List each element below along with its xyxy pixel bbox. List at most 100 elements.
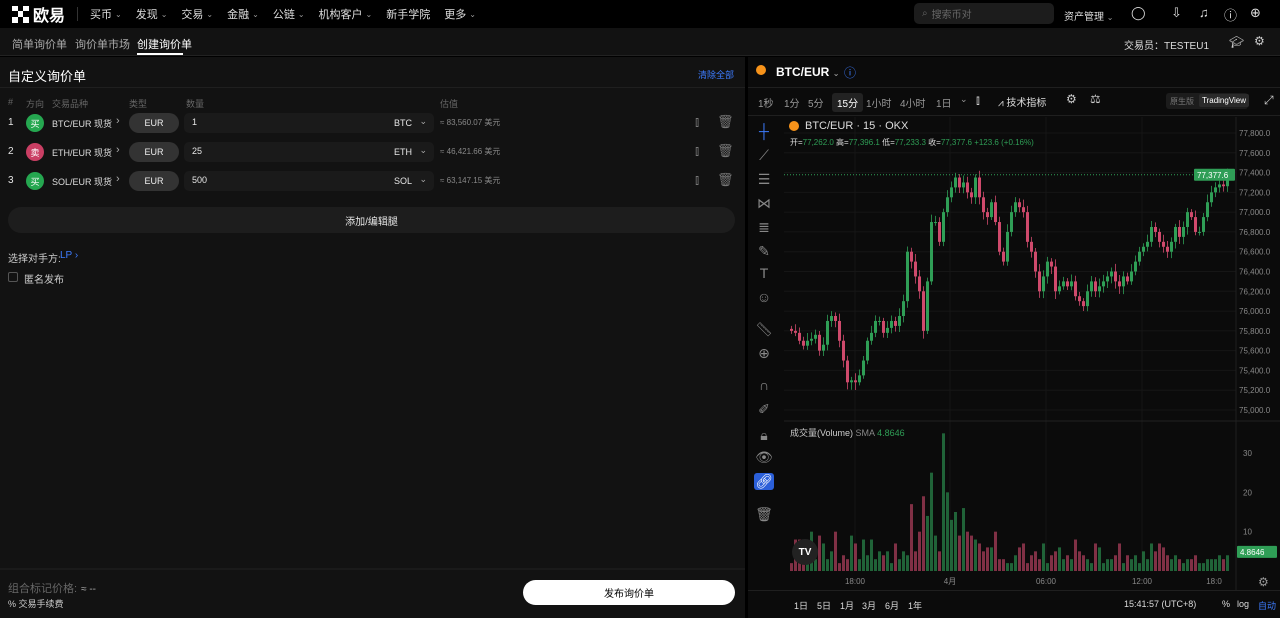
pattern-icon[interactable]: ⋈: [757, 195, 771, 211]
trash-icon[interactable]: 🗑︎: [755, 506, 773, 522]
brush-icon[interactable]: ✎: [758, 243, 770, 259]
native-mode-button[interactable]: 原生版: [1170, 97, 1194, 106]
tab-create-rfq[interactable]: 创建询价单: [137, 39, 192, 51]
unit-select[interactable]: ETH: [394, 147, 412, 157]
candle-type-icon[interactable]: ⫾: [976, 93, 980, 107]
chevron-down-icon: ⌄: [115, 9, 122, 19]
divider: [748, 115, 1280, 116]
symbol-selector[interactable]: BTC/EUR ⌄: [776, 65, 839, 79]
link-icon[interactable]: 🔗︎: [754, 473, 774, 490]
tradingview-mode-button[interactable]: TradingView: [1199, 94, 1250, 107]
nav-item[interactable]: 发现 ⌄: [136, 6, 168, 22]
tradingview-logo-icon[interactable]: TV: [792, 539, 818, 565]
info-icon[interactable]: ⓘ: [844, 66, 857, 80]
side-badge[interactable]: 卖: [26, 143, 44, 161]
clear-all-button[interactable]: 清除全部: [698, 70, 735, 80]
crosshair-icon[interactable]: ┼: [759, 123, 769, 139]
tab-simple-rfq[interactable]: 简单询价单: [12, 39, 67, 51]
tab-rfq-market[interactable]: 询价单市场: [75, 39, 130, 51]
axis-settings-icon[interactable]: ⚙: [1258, 575, 1269, 589]
magnet-icon[interactable]: ∩: [758, 377, 770, 393]
indicators-button[interactable]: ⩘ 技术指标: [998, 94, 1046, 109]
range-button[interactable]: 3月: [862, 601, 877, 611]
quantity-input[interactable]: 500 SOL ⌄: [184, 171, 434, 191]
bell-icon[interactable]: ♫: [1199, 5, 1209, 20]
candle-body: [886, 327, 889, 333]
anonymous-checkbox[interactable]: [8, 272, 18, 282]
type-select[interactable]: EUR: [129, 113, 179, 133]
counterparty-select[interactable]: LP ›: [60, 250, 79, 261]
side-badge[interactable]: 买: [26, 172, 44, 190]
candlestick-icon[interactable]: ⫾: [695, 172, 700, 187]
candle-body: [1006, 231, 1009, 262]
candle-body: [902, 301, 905, 317]
timeframe-4[interactable]: 1小时: [866, 99, 892, 110]
lock-drawing-icon[interactable]: ✐: [758, 401, 770, 417]
trash-icon[interactable]: 🗑︎: [717, 114, 734, 129]
chevron-right-icon[interactable]: ›: [116, 144, 120, 156]
timeframe-2[interactable]: 5分: [808, 99, 824, 110]
timeframe-0[interactable]: 1秒: [758, 99, 774, 110]
trash-icon[interactable]: 🗑︎: [717, 143, 734, 158]
nav-item[interactable]: 金融 ⌄: [227, 6, 259, 22]
type-select[interactable]: EUR: [129, 171, 179, 191]
chevron-right-icon[interactable]: ›: [116, 173, 120, 185]
timeframe-more-chevron-icon[interactable]: ⌄: [960, 94, 968, 104]
side-badge[interactable]: 买: [26, 114, 44, 132]
text-icon[interactable]: T: [759, 265, 769, 281]
help-icon[interactable]: ⓘ: [1224, 8, 1238, 23]
asset-management-menu[interactable]: 资产管理 ⌄: [1064, 8, 1113, 23]
nav-item[interactable]: 公链 ⌄: [273, 6, 305, 22]
add-edit-leg-button[interactable]: 添加/编辑腿: [8, 207, 735, 233]
nav-item[interactable]: 买币 ⌄: [90, 6, 122, 22]
zoom-in-icon[interactable]: ⊕: [758, 345, 770, 361]
timeframe-6[interactable]: 1日: [936, 99, 952, 110]
academy-icon[interactable]: 🎓︎: [1229, 35, 1245, 49]
quantity-input[interactable]: 1 BTC ⌄: [184, 113, 434, 133]
auto-scale-button[interactable]: 自动: [1258, 601, 1277, 611]
unit-select[interactable]: SOL: [393, 176, 412, 186]
fib-icon[interactable]: ≣: [758, 219, 770, 235]
user-icon[interactable]: ◯: [1131, 5, 1146, 20]
unit-select[interactable]: BTC: [394, 118, 412, 128]
nav-item[interactable]: 新手学院: [386, 6, 430, 22]
brand-logo[interactable]: 欧易: [12, 2, 65, 26]
settings-icon[interactable]: ⚙: [1254, 34, 1265, 48]
timeframe-1[interactable]: 1分: [784, 99, 800, 110]
nav-item[interactable]: 交易 ⌄: [181, 6, 213, 22]
chart-settings-icon[interactable]: ⚙: [1066, 92, 1077, 106]
candle-body: [966, 182, 969, 193]
timeframe-3[interactable]: 15分: [832, 93, 864, 112]
candle-body: [1034, 251, 1037, 272]
lock-icon[interactable]: 🔒︎: [760, 427, 768, 443]
type-select[interactable]: EUR: [129, 142, 179, 162]
trend-line-icon[interactable]: ⟋: [759, 147, 769, 163]
quantity-input[interactable]: 25 ETH ⌄: [184, 142, 434, 162]
header-quantity: 数量: [186, 99, 205, 109]
trash-icon[interactable]: 🗑︎: [717, 172, 734, 187]
publish-rfq-button[interactable]: 发布询价单: [523, 580, 735, 605]
range-button[interactable]: 1月: [840, 601, 855, 611]
eye-icon[interactable]: 👁︎: [755, 449, 773, 465]
parallel-lines-icon[interactable]: ☰: [757, 171, 771, 187]
download-icon[interactable]: ⇩: [1171, 5, 1182, 20]
compare-scale-icon[interactable]: ⚖: [1090, 92, 1101, 106]
range-button[interactable]: 5日: [817, 601, 832, 611]
price-chart[interactable]: 77,800.0 77,600.0 77,400.0 77,200.0 77,000.0…: [748, 57, 1280, 618]
globe-icon[interactable]: ⊕: [1250, 5, 1261, 20]
nav-item[interactable]: 更多 ⌄: [444, 6, 476, 22]
ruler-icon[interactable]: 📏︎: [755, 321, 773, 337]
range-button[interactable]: 1日: [794, 601, 809, 611]
search-input[interactable]: ⌕ 搜索币对: [914, 3, 1054, 24]
chevron-right-icon[interactable]: ›: [116, 115, 120, 127]
fullscreen-icon[interactable]: ⤢: [1264, 93, 1274, 107]
log-scale-button[interactable]: log: [1237, 599, 1250, 609]
range-button[interactable]: 1年: [908, 601, 923, 611]
range-button[interactable]: 6月: [885, 601, 900, 611]
percent-scale-button[interactable]: %: [1222, 599, 1231, 609]
candlestick-icon[interactable]: ⫾: [695, 114, 700, 129]
nav-item[interactable]: 机构客户 ⌄: [319, 6, 373, 22]
candlestick-icon[interactable]: ⫾: [695, 143, 700, 158]
emoji-icon[interactable]: ☺: [756, 289, 772, 305]
timeframe-5[interactable]: 4小时: [900, 99, 926, 110]
